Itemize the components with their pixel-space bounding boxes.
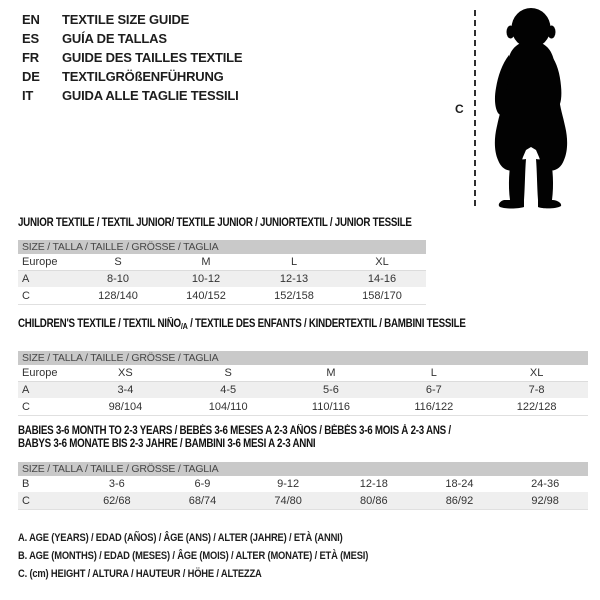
language-row-de: DE TEXTILGRÖßENFÜHRUNG: [22, 67, 242, 86]
row-label: A: [18, 381, 74, 398]
legend-notes: A. AGE (YEARS) / EDAD (AÑOS) / ÂGE (ANS)…: [18, 529, 368, 583]
row-label: C: [22, 400, 30, 413]
cell: 68/74: [159, 492, 246, 510]
cell: 3-4: [74, 381, 177, 398]
cell: XL: [338, 254, 426, 271]
cell: 80/86: [330, 492, 417, 510]
cell: 98/104: [108, 400, 143, 413]
cell: 12-18: [359, 478, 388, 490]
language-label: TEXTILE SIZE GUIDE: [62, 12, 190, 27]
language-code: ES: [22, 31, 39, 46]
cell: 86/92: [416, 492, 503, 510]
cell: 92/98: [502, 492, 588, 510]
cell: 6-9: [194, 478, 211, 490]
table-row-a: A 3-4 4-5 5-6 6-7 7-8: [18, 381, 588, 398]
size-header-label: SIZE / TALLA / TAILLE / GRÖSSE / TAGLIA: [18, 351, 588, 365]
size-header-label: SIZE / TALLA / TAILLE / GRÖSSE / TAGLIA: [18, 240, 426, 254]
cell: 5-6: [279, 381, 383, 398]
cell: M: [162, 254, 250, 271]
cell: XL: [485, 365, 588, 382]
language-label: GUIDE DES TAILLES TEXTILE: [62, 50, 243, 65]
note-b: B. AGE (MONTHS) / EDAD (MESES) / ÂGE (MO…: [18, 550, 369, 562]
cell: 6-7: [382, 381, 486, 398]
language-code: FR: [22, 50, 39, 65]
language-row-en: EN TEXTILE SIZE GUIDE: [22, 10, 242, 29]
children-size-table: SIZE / TALLA / TAILLE / GRÖSSE / TAGLIA …: [18, 351, 588, 416]
cell: 4-5: [176, 381, 280, 398]
table-row-a: A 8-10 10-12 12-13 14-16: [18, 270, 426, 287]
cell: 110/116: [311, 400, 351, 413]
babies-size-table: SIZE / TALLA / TAILLE / GRÖSSE / TAGLIA …: [18, 462, 588, 510]
cell: 7-8: [485, 381, 588, 398]
cell: L: [250, 254, 338, 271]
language-code: IT: [22, 88, 34, 103]
cell: 14-16: [338, 270, 426, 287]
table-row-c: C 128/140 140/152 152/158 158/170: [18, 287, 426, 305]
note-a: A. AGE (YEARS) / EDAD (AÑOS) / ÂGE (ANS)…: [18, 532, 343, 544]
row-label: Europe: [18, 365, 74, 382]
title-line-1: BABIES 3-6 MONTH TO 2-3 YEARS / BEBÉS 3-…: [18, 425, 451, 437]
cell: 9-12: [277, 478, 300, 490]
title-line-2: BABYS 3-6 MONATE BIS 2-3 JAHRE / BAMBINI…: [18, 438, 316, 450]
section-title-children: CHILDREN'S TEXTILE / TEXTIL NIÑO/A / TEX…: [18, 318, 503, 333]
cell: 158/170: [362, 289, 402, 302]
language-code: EN: [22, 12, 40, 27]
cell: 152/158: [274, 289, 314, 302]
cell: XS: [74, 365, 177, 382]
section-title-babies: BABIES 3-6 MONTH TO 2-3 YEARS / BEBÉS 3-…: [18, 425, 503, 451]
junior-size-table: SIZE / TALLA / TAILLE / GRÖSSE / TAGLIA …: [18, 240, 426, 305]
cell: 116/122: [414, 400, 454, 413]
cell: M: [279, 365, 383, 382]
size-header-bar: SIZE / TALLA / TAILLE / GRÖSSE / TAGLIA: [18, 462, 588, 476]
table-row-b: B 3-6 6-9 9-12 12-18 18-24 24-36: [18, 476, 588, 492]
size-header-bar: SIZE / TALLA / TAILLE / GRÖSSE / TAGLIA: [18, 240, 426, 254]
cell: 10-12: [162, 270, 250, 287]
row-label: C: [22, 289, 30, 302]
language-code: DE: [22, 69, 40, 84]
language-label: TEXTILGRÖßENFÜHRUNG: [62, 69, 224, 84]
table-row-europe: Europe XS S M L XL: [18, 365, 588, 382]
size-header-bar: SIZE / TALLA / TAILLE / GRÖSSE / TAGLIA: [18, 351, 588, 365]
language-list: EN TEXTILE SIZE GUIDE ES GUÍA DE TALLAS …: [22, 10, 243, 105]
row-label: A: [18, 270, 74, 287]
cell: 122/128: [516, 400, 557, 413]
language-row-fr: FR GUIDE DES TAILLES TEXTILE: [22, 48, 243, 67]
note-c: C. (cm) HEIGHT / ALTURA / HAUTEUR / HÖHE…: [18, 568, 262, 580]
section-babies: BABIES 3-6 MONTH TO 2-3 YEARS / BEBÉS 3-…: [18, 425, 588, 510]
table-row-c: C 62/68 68/74 74/80 80/86 86/92 92/98: [18, 492, 588, 510]
title-subscript: /A: [180, 321, 188, 331]
section-children: CHILDREN'S TEXTILE / TEXTIL NIÑO/A / TEX…: [18, 318, 588, 416]
title-text: CHILDREN'S TEXTILE / TEXTIL NIÑO: [18, 318, 181, 330]
cell: S: [74, 254, 162, 271]
cell: S: [176, 365, 280, 382]
cell: 12-13: [250, 270, 338, 287]
cell: 104/110: [208, 400, 248, 413]
cell: 24-36: [531, 478, 560, 490]
height-measure-line: [474, 10, 476, 206]
cell: 140/152: [186, 289, 226, 302]
cell: 74/80: [245, 492, 331, 510]
size-header-label: SIZE / TALLA / TAILLE / GRÖSSE / TAGLIA: [18, 462, 588, 476]
row-label: B: [22, 478, 30, 490]
language-row-es: ES GUÍA DE TALLAS: [22, 29, 242, 48]
table-row-c: C 98/104 104/110 110/116 116/122 122/128: [18, 398, 588, 416]
cell: 62/68: [74, 492, 160, 510]
language-label: GUIDA ALLE TAGLIE TESSILI: [62, 88, 239, 103]
cell: L: [382, 365, 486, 382]
cell: 3-6: [108, 478, 125, 490]
cell: 18-24: [445, 478, 474, 490]
section-junior: JUNIOR TEXTILE / TEXTIL JUNIOR/ TEXTILE …: [18, 217, 426, 305]
title-text: / TEXTILE DES ENFANTS / KINDERTEXTIL / B…: [187, 318, 466, 330]
row-label: Europe: [18, 254, 74, 271]
language-row-it: IT GUIDA ALLE TAGLIE TESSILI: [22, 86, 242, 105]
height-measure-label: C: [455, 102, 464, 116]
table-row-europe: Europe S M L XL: [18, 254, 426, 271]
section-title-junior: JUNIOR TEXTILE / TEXTIL JUNIOR/ TEXTILE …: [18, 217, 412, 229]
cell: 128/140: [98, 289, 138, 302]
toddler-silhouette-icon: [494, 8, 568, 209]
language-label: GUÍA DE TALLAS: [62, 31, 167, 46]
row-label: C: [18, 492, 74, 510]
cell: 8-10: [74, 270, 162, 287]
